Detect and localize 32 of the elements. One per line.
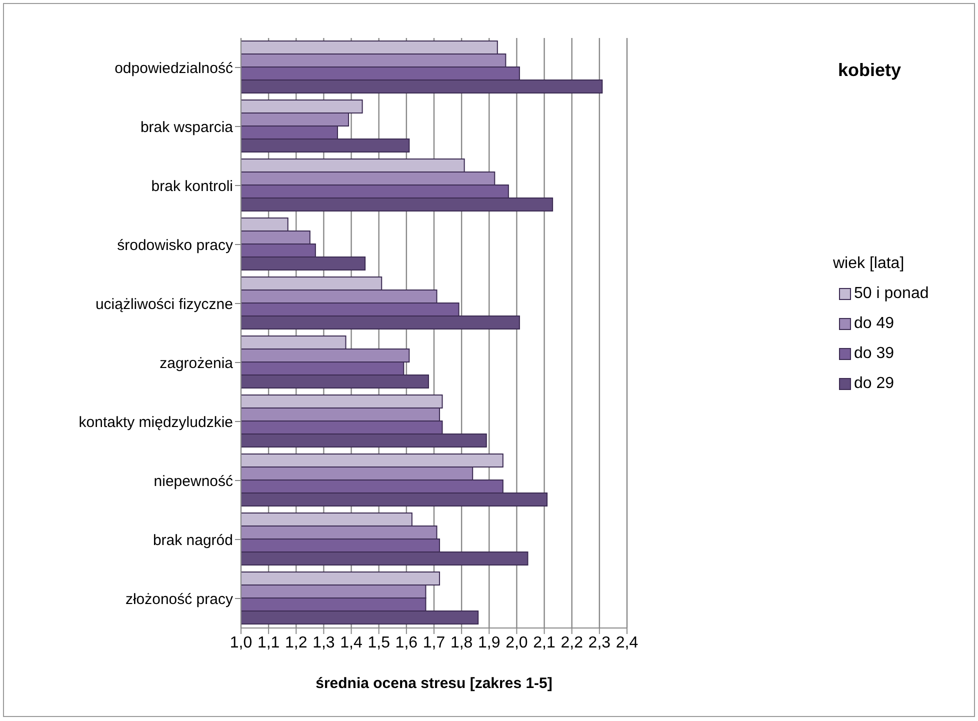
x-tick-label: 1,0 [230, 634, 252, 652]
y-tick-label: uciążliwości fizyczne [95, 296, 233, 313]
y-tick-label: złożoność pracy [125, 590, 234, 608]
y-tick-label: brak kontroli [151, 178, 233, 195]
x-tick-label: 1,1 [257, 634, 280, 652]
legend-label: do 39 [854, 345, 894, 363]
x-tick-label: 1,4 [340, 634, 363, 652]
y-tick-label: zagrożenia [160, 354, 234, 372]
x-tick-label: 2,0 [506, 634, 528, 652]
y-tick-label: kontakty międzyludzkie [78, 414, 233, 431]
x-tick-label: 2,1 [533, 634, 556, 652]
x-tick-label: 1,7 [422, 634, 446, 652]
x-tick-label: 1,8 [450, 634, 473, 652]
legend-title: wiek [lata] [833, 255, 906, 273]
text: kobiety [838, 60, 902, 81]
y-tick-label: brak nagród [152, 532, 233, 549]
x-tick-label: 1,6 [395, 634, 418, 652]
x-tick-label: 1,5 [368, 634, 390, 652]
x-tick-label: 2,3 [588, 634, 611, 652]
x-axis-title: średnia ocena stresu [zakres 1-5] [316, 675, 552, 692]
y-tick-label: niepewność [154, 472, 234, 490]
legend-label: 50 i ponad [854, 285, 929, 303]
x-tick-label: 1,2 [285, 634, 308, 652]
x-tick-label: 1,3 [312, 634, 335, 652]
y-tick-label: odpowiedzialność [114, 60, 234, 77]
y-tick-label: brak wsparcia [140, 118, 234, 136]
x-tick-label: 1,9 [478, 634, 500, 652]
y-tick-label: środowisko pracy [117, 236, 234, 254]
x-tick-label: 2,4 [616, 634, 638, 652]
legend-label: do 29 [854, 375, 894, 393]
x-tick-label: 2,2 [560, 634, 584, 652]
legend-label: do 49 [854, 315, 894, 333]
